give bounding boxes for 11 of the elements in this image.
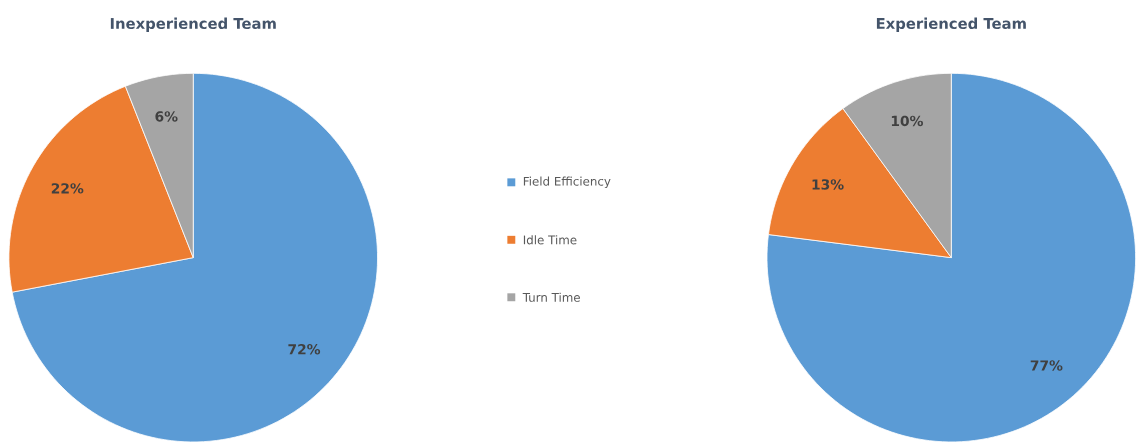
chart-title: Inexperienced Team (110, 17, 276, 32)
data-label: 77% (1030, 360, 1063, 371)
data-label: 72% (288, 343, 321, 355)
data-label: 10% (891, 115, 923, 126)
legend-label: Idle Time (523, 235, 577, 245)
legend-label: Field Efficiency (523, 176, 611, 188)
legend-label: Turn Time (522, 292, 580, 302)
chart-title: Experienced Team (876, 17, 1026, 32)
data-label: 22% (51, 182, 84, 194)
data-label: 13% (812, 179, 844, 190)
data-label: 6% (155, 111, 178, 122)
